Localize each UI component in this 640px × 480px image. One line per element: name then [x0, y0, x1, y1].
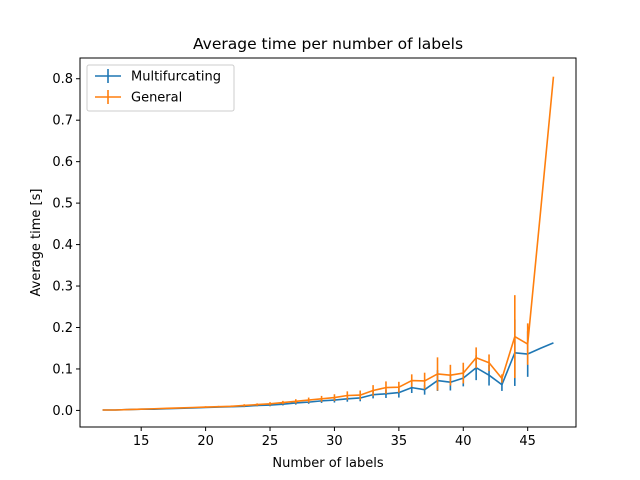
chart-title: Average time per number of labels — [193, 35, 463, 53]
plot-frame — [79, 57, 577, 428]
y-tick-label: 0.8 — [52, 72, 73, 87]
x-axis: 15 20 25 30 35 40 45 — [133, 427, 536, 449]
legend: Multifurcating General — [86, 64, 235, 112]
y-tick-label: 0.6 — [52, 155, 73, 170]
x-tick-label: 35 — [391, 434, 408, 449]
legend-label-multifurcating: Multifurcating — [131, 70, 221, 85]
x-tick-label: 45 — [519, 434, 536, 449]
y-tick-label: 0.0 — [52, 404, 73, 419]
x-axis-label: Number of labels — [272, 456, 383, 471]
x-tick-label: 15 — [133, 434, 150, 449]
y-tick-label: 0.3 — [52, 280, 73, 295]
y-axis-label: Average time [s] — [29, 189, 44, 297]
series-layer — [102, 76, 555, 411]
legend-box — [86, 64, 235, 112]
y-axis: 0.0 0.1 0.2 0.3 0.4 0.5 0.6 0.7 0.8 — [52, 72, 80, 419]
y-tick-label: 0.7 — [52, 114, 73, 129]
y-tick-label: 0.2 — [52, 321, 73, 336]
x-tick-label: 40 — [455, 434, 472, 449]
legend-label-general: General — [131, 91, 182, 106]
x-tick-label: 20 — [197, 434, 214, 449]
series-general — [102, 76, 555, 411]
y-tick-label: 0.5 — [52, 197, 73, 212]
x-tick-label: 30 — [326, 434, 343, 449]
x-tick-label: 25 — [262, 434, 279, 449]
y-tick-label: 0.4 — [52, 238, 73, 253]
series-line-general — [102, 76, 555, 411]
y-tick-label: 0.1 — [52, 362, 73, 377]
